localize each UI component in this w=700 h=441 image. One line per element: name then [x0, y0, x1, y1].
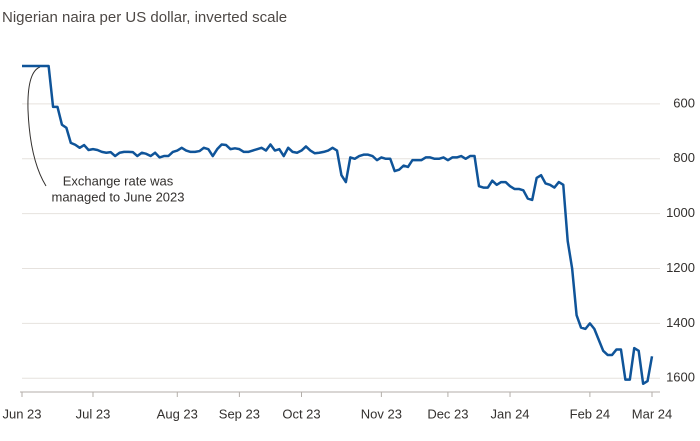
- x-tick-label: Jan 24: [491, 406, 530, 421]
- x-tick-label: Aug 23: [157, 406, 198, 421]
- x-tick-label: Jun 23: [2, 406, 41, 421]
- x-tick-label: Jul 23: [76, 406, 111, 421]
- y-tick-label: 1200: [666, 260, 695, 275]
- x-tick-label: Mar 24: [632, 406, 672, 421]
- y-tick-label: 600: [673, 95, 695, 110]
- y-tick-label: 1400: [666, 315, 695, 330]
- data-line: [22, 64, 654, 386]
- annotation: managed to June 2023: [52, 189, 185, 204]
- x-tick-label: Feb 24: [570, 406, 610, 421]
- annotation-bracket: [27, 66, 47, 187]
- y-tick-label: 1600: [666, 370, 695, 385]
- y-tick-label: 1000: [666, 205, 695, 220]
- chart-title: Nigerian naira per US dollar, inverted s…: [2, 9, 287, 26]
- x-tick-label: Dec 23: [427, 406, 468, 421]
- annotation: Exchange rate was: [63, 173, 174, 188]
- x-tick-label: Nov 23: [361, 406, 402, 421]
- x-tick-label: Sep 23: [219, 406, 260, 421]
- x-tick-label: Oct 23: [282, 406, 320, 421]
- y-tick-label: 800: [673, 150, 695, 165]
